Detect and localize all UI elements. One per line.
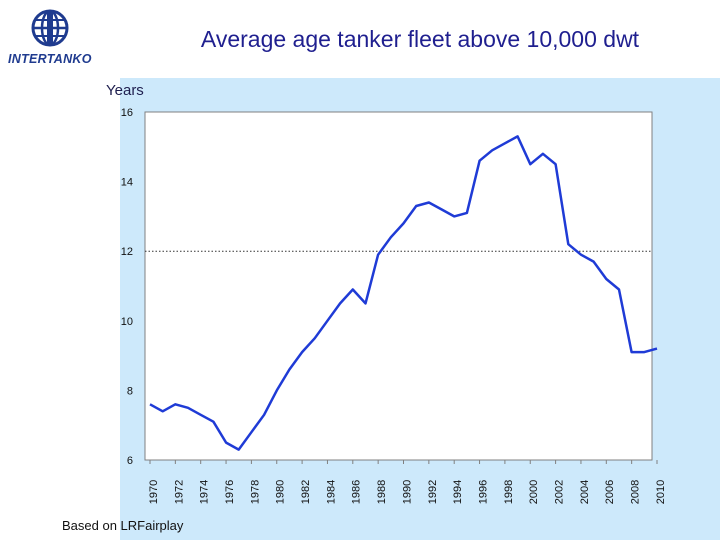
x-tick-label: 1986	[351, 480, 363, 504]
x-tick-label: 1980	[275, 480, 287, 504]
y-tick-label: 12	[121, 246, 133, 258]
x-tick-label: 1992	[427, 480, 439, 504]
intertanko-logo: INTERTANKO	[6, 8, 116, 68]
y-tick-label: 10	[121, 316, 133, 328]
x-tick-label: 2008	[630, 480, 642, 504]
x-tick-label: 2010	[655, 480, 667, 504]
left-strip	[0, 0, 120, 540]
y-axis-label: Years	[106, 82, 144, 99]
x-tick-label: 2004	[579, 480, 591, 504]
plot-area	[144, 111, 653, 461]
x-tick-label: 1984	[325, 480, 337, 504]
x-tick-label: 1982	[300, 480, 312, 504]
y-tick-label: 8	[127, 385, 133, 397]
x-tick-label: 1974	[199, 480, 211, 504]
x-tick-label: 2000	[528, 480, 540, 504]
y-tick-label: 14	[121, 177, 133, 189]
x-tick-label: 1978	[249, 480, 261, 504]
x-tick-label: 1990	[401, 480, 413, 504]
x-tick-label: 1994	[452, 480, 464, 504]
x-tick-label: 2006	[604, 480, 616, 504]
x-tick-label: 1998	[503, 480, 515, 504]
x-tick-label: 1996	[477, 480, 489, 504]
x-tick-label: 2002	[554, 480, 566, 504]
x-tick-label: 1976	[224, 480, 236, 504]
source-footnote: Based on LRFairplay	[62, 518, 184, 533]
x-tick-label: 1988	[376, 480, 388, 504]
x-tick-label: 1970	[148, 480, 160, 504]
header-band	[120, 0, 720, 78]
series-line-average-age	[149, 135, 658, 451]
globe-icon	[31, 9, 69, 47]
slide-title: Average age tanker fleet above 10,000 dw…	[200, 26, 640, 52]
y-tick-label: 16	[121, 107, 133, 119]
logo-text: INTERTANKO	[8, 52, 92, 66]
x-tick-label: 1972	[173, 480, 185, 504]
x-axis: 1970 1972 1974 1976 1978 1980 1982 1984 1986 1988…	[148, 460, 667, 504]
y-tick-label: 6	[127, 455, 133, 467]
y-axis: 6 8 10 12 14 16	[121, 107, 133, 467]
